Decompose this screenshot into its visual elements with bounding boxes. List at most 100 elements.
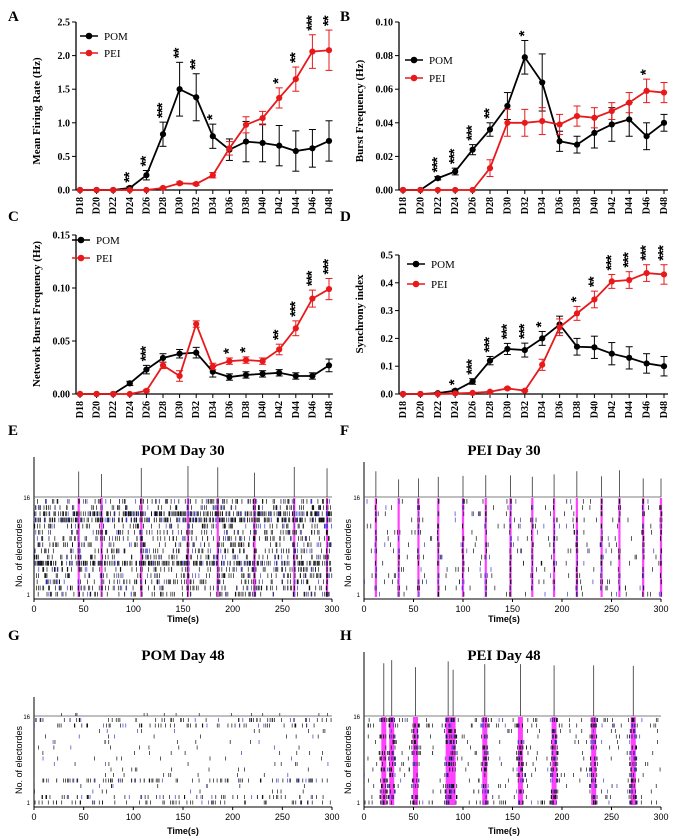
ylabel-a: Mean Firing Rate (Hz) bbox=[31, 57, 43, 165]
significance-stars-d: * bbox=[568, 296, 585, 302]
raster-ytick-bottom-g: 1 bbox=[27, 801, 31, 807]
legend-pom-marker-d bbox=[412, 260, 420, 268]
data-point-pom-b bbox=[660, 119, 668, 126]
significance-stars-d: *** bbox=[498, 324, 515, 340]
data-point-pom-c bbox=[309, 372, 316, 380]
y-tick-label-d: 0.2 bbox=[381, 334, 394, 345]
data-point-pei-a bbox=[292, 76, 299, 83]
series-line-pom-b bbox=[403, 55, 665, 191]
x-tick-label-a: D26 bbox=[141, 197, 152, 214]
data-point-pom-c bbox=[209, 368, 216, 375]
x-tick-label-a: D32 bbox=[191, 197, 202, 214]
network-burst-marker-h bbox=[381, 717, 387, 805]
network-burst-marker-f bbox=[437, 498, 440, 597]
significance-stars-b: * bbox=[516, 30, 533, 36]
raster-title-e: POM Day 30 bbox=[141, 443, 224, 459]
data-point-pom-d bbox=[504, 345, 511, 353]
significance-stars-c: *** bbox=[303, 270, 320, 286]
significance-stars-c: ** bbox=[270, 329, 287, 340]
significance-stars-d: *** bbox=[603, 255, 620, 271]
y-tick-label-a: 1.5 bbox=[58, 85, 71, 96]
data-point-pei-c bbox=[209, 363, 216, 370]
data-point-pei-d bbox=[469, 389, 476, 396]
significance-stars-a: ** bbox=[320, 15, 337, 26]
raster-xtick-label-f: 50 bbox=[408, 604, 418, 614]
raster-xtick-label-g: 200 bbox=[225, 812, 240, 822]
significance-stars-d: *** bbox=[620, 252, 637, 268]
x-tick-label-a: D24 bbox=[125, 197, 136, 214]
x-tick-label-d: D40 bbox=[589, 401, 600, 418]
raster-xtick-label-e: 50 bbox=[79, 604, 89, 614]
x-tick-label-c: D34 bbox=[208, 401, 219, 418]
network-burst-marker-e bbox=[216, 498, 219, 597]
data-point-pei-a bbox=[325, 47, 333, 54]
x-tick-label-a: D42 bbox=[274, 197, 285, 214]
data-point-pom-b bbox=[608, 121, 615, 128]
data-point-pom-c bbox=[226, 373, 233, 381]
data-point-pom-c bbox=[126, 380, 133, 387]
x-tick-label-c: D22 bbox=[108, 401, 119, 418]
x-tick-label-a: D30 bbox=[175, 197, 186, 214]
data-point-pom-a bbox=[193, 94, 200, 101]
data-point-pei-a bbox=[259, 114, 266, 122]
data-point-pom-b bbox=[486, 126, 494, 133]
data-point-pom-d bbox=[660, 363, 668, 370]
plot-b: 0.00 0.02 0.04 0.06 0.08 0.10 D18 D20 D22 D24 D26 D… bbox=[376, 18, 671, 215]
significance-stars-d: ** bbox=[585, 276, 602, 287]
y-tick-label-a: 2.0 bbox=[58, 51, 71, 62]
raster-title-h: PEI Day 48 bbox=[467, 648, 540, 664]
data-point-pom-b bbox=[521, 54, 528, 61]
x-tick-label-c: D30 bbox=[175, 401, 186, 418]
raster-title-f: PEI Day 30 bbox=[467, 443, 540, 459]
data-point-pei-d bbox=[539, 361, 546, 368]
panel-h: H PEI Day 48 No. of electordes Time(s) 1… bbox=[340, 628, 669, 836]
data-point-pom-a bbox=[309, 145, 316, 152]
x-tick-label-b: D22 bbox=[433, 197, 444, 214]
data-point-pom-d bbox=[643, 360, 650, 367]
data-point-pei-d bbox=[643, 269, 650, 277]
network-burst-marker-e bbox=[253, 498, 256, 597]
data-point-pom-c bbox=[176, 350, 183, 357]
significance-stars-c: * bbox=[237, 347, 254, 353]
significance-stars-d: * bbox=[446, 379, 463, 385]
series-line-pom-a bbox=[80, 87, 330, 191]
raster-ylabel-f: No. of electordes bbox=[343, 518, 353, 587]
network-burst-marker-h bbox=[389, 717, 395, 805]
data-point-pom-a bbox=[209, 133, 216, 140]
legend-pom-marker-b bbox=[410, 56, 418, 64]
legend-pom-marker-a bbox=[85, 32, 93, 40]
x-tick-label-d: D26 bbox=[468, 401, 479, 418]
x-tick-label-c: D38 bbox=[241, 401, 252, 418]
significance-stars-a: * bbox=[270, 78, 287, 84]
data-point-pom-b bbox=[643, 133, 650, 140]
raster-xtick-label-e: 300 bbox=[324, 604, 339, 614]
data-point-pom-c bbox=[276, 369, 283, 376]
y-tick-label-b: 0.00 bbox=[376, 186, 394, 197]
data-point-pei-a bbox=[193, 180, 200, 188]
y-tick-label-d: 0.4 bbox=[381, 278, 394, 289]
series-line-pei-c bbox=[80, 288, 330, 395]
network-burst-marker-f bbox=[397, 498, 400, 597]
data-point-pei-c bbox=[143, 387, 150, 394]
data-point-pei-c bbox=[292, 325, 299, 332]
data-point-pom-c bbox=[159, 354, 167, 362]
x-tick-label-d: D48 bbox=[659, 401, 670, 418]
network-burst-marker-f bbox=[531, 498, 534, 597]
legend-b: POM PEI bbox=[405, 55, 453, 85]
significance-stars-a: ** bbox=[121, 172, 138, 183]
y-tick-label-b: 0.04 bbox=[376, 118, 394, 129]
network-burst-marker-f bbox=[642, 498, 645, 597]
x-tick-label-b: D34 bbox=[537, 197, 548, 214]
data-point-pei-a bbox=[276, 94, 283, 102]
network-burst-marker-h bbox=[412, 717, 418, 805]
data-point-pei-d bbox=[626, 276, 633, 284]
raster-xtick-label-g: 0 bbox=[31, 812, 36, 822]
data-point-pei-c bbox=[309, 295, 316, 302]
data-point-pei-d bbox=[417, 390, 424, 398]
network-burst-marker-e bbox=[140, 498, 143, 597]
significance-stars-d: * bbox=[533, 321, 550, 327]
data-point-pei-a bbox=[309, 48, 316, 55]
raster-xtick-label-e: 200 bbox=[225, 604, 240, 614]
